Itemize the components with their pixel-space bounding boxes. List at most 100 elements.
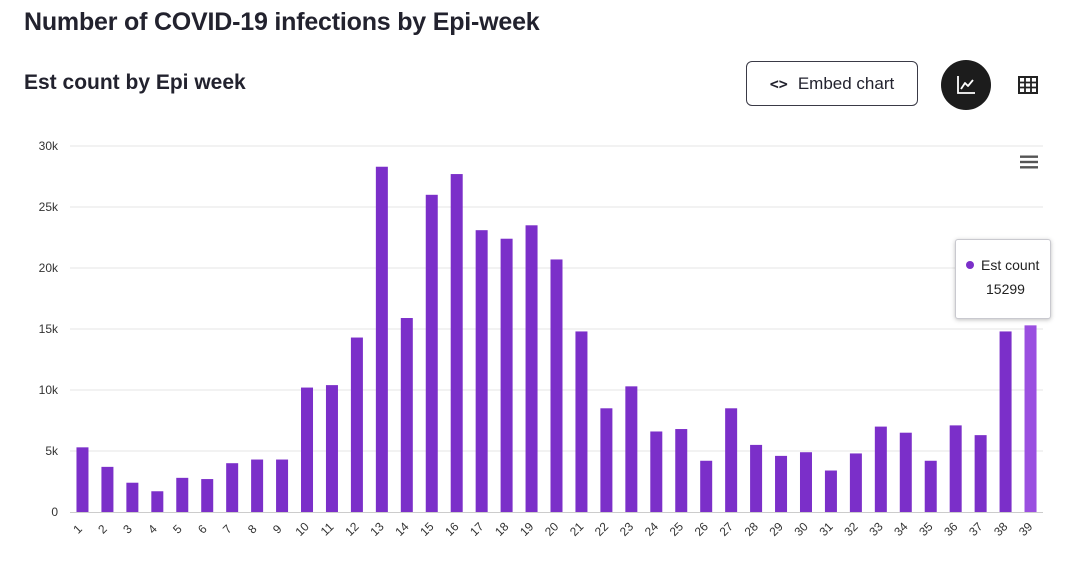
x-tick-label: 22 — [592, 519, 612, 539]
bar — [450, 174, 463, 512]
bar — [301, 387, 314, 512]
hamburger-menu-icon — [1020, 155, 1038, 169]
bar — [924, 460, 937, 512]
code-icon: <> — [769, 74, 788, 93]
x-tick-label: 6 — [195, 522, 210, 537]
bar — [101, 466, 114, 512]
x-tick-label: 38 — [991, 519, 1011, 539]
x-tick-label: 21 — [567, 519, 587, 539]
x-tick-label: 8 — [245, 522, 260, 537]
bar — [700, 460, 713, 512]
x-tick-label: 23 — [617, 519, 637, 539]
bar — [600, 408, 613, 512]
bar — [425, 194, 438, 513]
embed-chart-button[interactable]: <> Embed chart — [746, 61, 918, 106]
bar — [251, 459, 264, 512]
bar — [675, 429, 688, 512]
x-tick-label: 29 — [767, 519, 787, 539]
x-tick-label: 1 — [70, 522, 85, 537]
view-table-button[interactable] — [1004, 61, 1052, 109]
chart-tooltip: Est count 15299 — [955, 239, 1051, 319]
bar — [974, 435, 987, 512]
bar — [201, 479, 214, 512]
x-tick-label: 34 — [891, 519, 911, 539]
x-tick-label: 5 — [170, 522, 185, 537]
embed-chart-label: Embed chart — [797, 73, 895, 93]
x-tick-label: 13 — [367, 519, 387, 539]
chart-title: Est count by Epi week — [24, 71, 246, 94]
bar — [999, 331, 1012, 512]
x-tick-label: 24 — [642, 519, 662, 539]
y-tick-label: 5k — [45, 444, 59, 458]
bar — [824, 470, 837, 512]
x-tick-label: 18 — [492, 519, 512, 539]
y-tick-label: 25k — [39, 200, 59, 214]
bar — [76, 447, 89, 512]
bar — [525, 225, 538, 513]
x-tick-label: 36 — [941, 519, 961, 539]
y-tick-label: 20k — [39, 261, 59, 275]
bar — [176, 477, 189, 512]
x-tick-label: 3 — [120, 522, 135, 537]
x-tick-label: 12 — [342, 519, 362, 539]
x-tick-label: 28 — [742, 519, 762, 539]
x-tick-label: 27 — [717, 519, 737, 539]
bar — [775, 455, 788, 512]
x-tick-label: 10 — [293, 519, 313, 539]
x-tick-label: 25 — [667, 519, 687, 539]
bar — [625, 386, 638, 512]
y-tick-label: 15k — [39, 322, 59, 336]
x-tick-label: 4 — [145, 522, 160, 537]
view-chart-button[interactable] — [941, 60, 991, 110]
bar — [276, 459, 289, 512]
bar — [750, 444, 763, 512]
bar — [375, 166, 388, 513]
x-tick-label: 16 — [442, 519, 462, 539]
bar — [899, 432, 912, 512]
bar — [475, 230, 488, 512]
x-tick-label: 15 — [417, 519, 437, 539]
x-tick-label: 14 — [392, 519, 412, 539]
bar — [126, 482, 139, 512]
x-tick-label: 39 — [1016, 519, 1036, 539]
x-tick-label: 37 — [966, 519, 986, 539]
bar — [650, 431, 663, 512]
x-tick-label: 9 — [270, 522, 285, 537]
x-tick-label: 26 — [692, 519, 712, 539]
bar — [725, 408, 738, 512]
y-tick-label: 30k — [39, 139, 59, 153]
x-tick-label: 20 — [542, 519, 562, 539]
x-tick-label: 35 — [916, 519, 936, 539]
bar — [575, 331, 588, 512]
x-tick-label: 11 — [318, 520, 337, 539]
x-tick-label: 7 — [220, 522, 235, 537]
page-title: Number of COVID-19 infections by Epi-wee… — [24, 8, 540, 36]
bar — [874, 426, 887, 512]
x-tick-label: 31 — [816, 519, 836, 539]
x-tick-label: 32 — [841, 519, 861, 539]
chart-menu-button[interactable] — [1014, 150, 1044, 174]
bar — [1024, 325, 1037, 512]
bar — [849, 453, 862, 512]
y-tick-label: 10k — [39, 383, 59, 397]
line-chart-icon — [957, 76, 975, 94]
x-tick-label: 33 — [866, 519, 886, 539]
y-tick-label: 0 — [51, 505, 58, 519]
bar — [400, 318, 413, 512]
tooltip-series-dot — [966, 261, 974, 269]
bar — [500, 238, 513, 512]
bar — [226, 463, 239, 512]
bar — [151, 491, 164, 512]
bar — [350, 337, 363, 512]
bar — [550, 259, 563, 512]
x-tick-label: 30 — [791, 519, 811, 539]
table-grid-icon — [1018, 76, 1038, 94]
bar — [949, 425, 962, 512]
bar — [799, 452, 812, 512]
tooltip-series-name: Est count — [981, 257, 1040, 273]
x-tick-label: 19 — [517, 519, 537, 539]
x-tick-label: 17 — [467, 519, 487, 539]
x-tick-label: 2 — [95, 522, 110, 537]
bar — [325, 385, 338, 512]
